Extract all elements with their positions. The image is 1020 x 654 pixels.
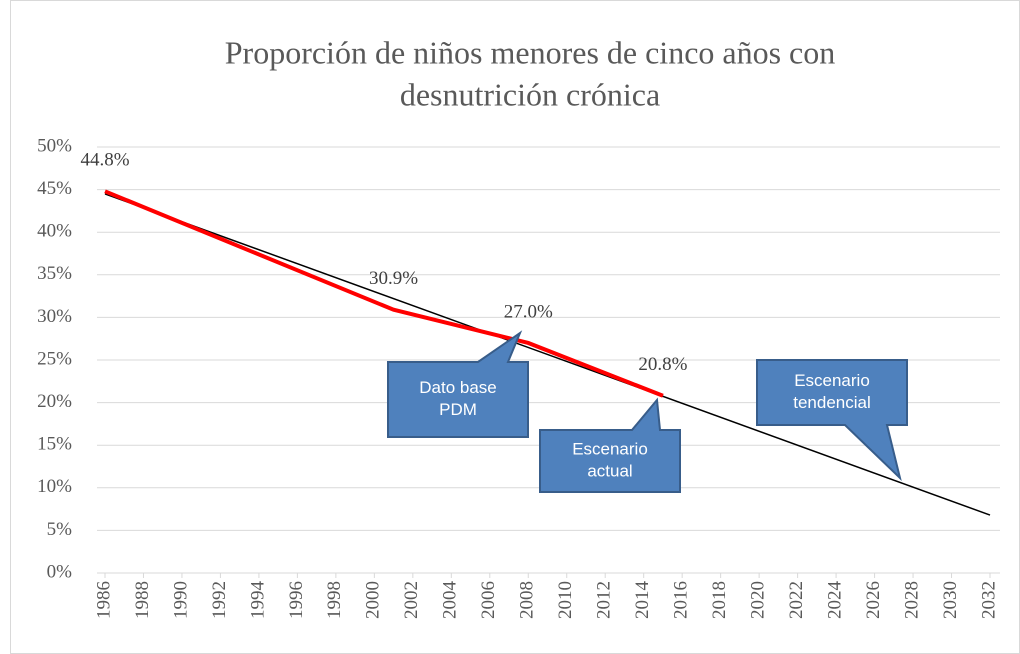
x-tick-label: 2002	[401, 581, 422, 619]
y-tick-label: 50%	[37, 135, 72, 156]
y-tick-label: 20%	[37, 391, 72, 412]
y-tick-label: 15%	[37, 434, 72, 455]
series-line	[104, 189, 664, 398]
x-tick-label: 2024	[824, 581, 845, 620]
callout-text: Dato base	[419, 378, 497, 397]
callout-text: PDM	[439, 400, 477, 419]
chart-title: Proporción de niños menores de cinco año…	[225, 34, 836, 70]
x-tick-label: 2032	[978, 581, 999, 619]
callout-text: actual	[587, 461, 632, 480]
y-tick-label: 0%	[47, 561, 73, 582]
data-label: 30.9%	[369, 268, 418, 289]
x-tick-label: 2026	[863, 581, 884, 619]
data-label: 20.8%	[638, 354, 687, 375]
callout	[387, 330, 529, 438]
data-label: 27.0%	[504, 301, 553, 322]
x-tick-label: 2010	[555, 581, 576, 619]
y-tick-label: 25%	[37, 348, 72, 369]
x-tick-label: 1986	[93, 581, 114, 619]
data-label: 44.8%	[80, 150, 129, 171]
x-tick-label: 1994	[247, 581, 268, 620]
x-tick-label: 2022	[786, 581, 807, 619]
callout	[539, 397, 681, 493]
x-tick-label: 1996	[286, 581, 307, 619]
x-tick-label: 1998	[324, 581, 345, 619]
x-tick-label: 2016	[671, 581, 692, 619]
y-tick-label: 45%	[37, 178, 72, 199]
x-tick-label: 1992	[209, 581, 230, 619]
x-tick-label: 2006	[478, 581, 499, 619]
series-line	[104, 193, 991, 516]
x-tick-label: 2028	[901, 581, 922, 619]
y-tick-label: 5%	[47, 519, 73, 540]
callout-text: Escenario	[572, 439, 648, 458]
x-tick-label: 2030	[940, 581, 961, 619]
y-tick-label: 35%	[37, 263, 72, 284]
x-tick-label: 1988	[132, 581, 153, 619]
x-tick-label: 2000	[363, 581, 384, 619]
y-tick-label: 40%	[37, 221, 72, 242]
y-tick-label: 10%	[37, 476, 72, 497]
x-tick-label: 2020	[747, 581, 768, 619]
chart-border	[10, 0, 1020, 654]
callout-text: Escenario	[794, 371, 870, 390]
x-tick-label: 2014	[632, 581, 653, 620]
x-tick-label: 2012	[594, 581, 615, 619]
x-tick-label: 1990	[170, 581, 191, 619]
x-tick-label: 2018	[709, 581, 730, 619]
x-tick-label: 2008	[517, 581, 538, 619]
callout-text: tendencial	[793, 393, 871, 412]
callout	[756, 359, 908, 482]
chart-title: desnutrición crónica	[400, 76, 660, 112]
y-tick-label: 30%	[37, 306, 72, 327]
x-tick-label: 2004	[440, 581, 461, 620]
